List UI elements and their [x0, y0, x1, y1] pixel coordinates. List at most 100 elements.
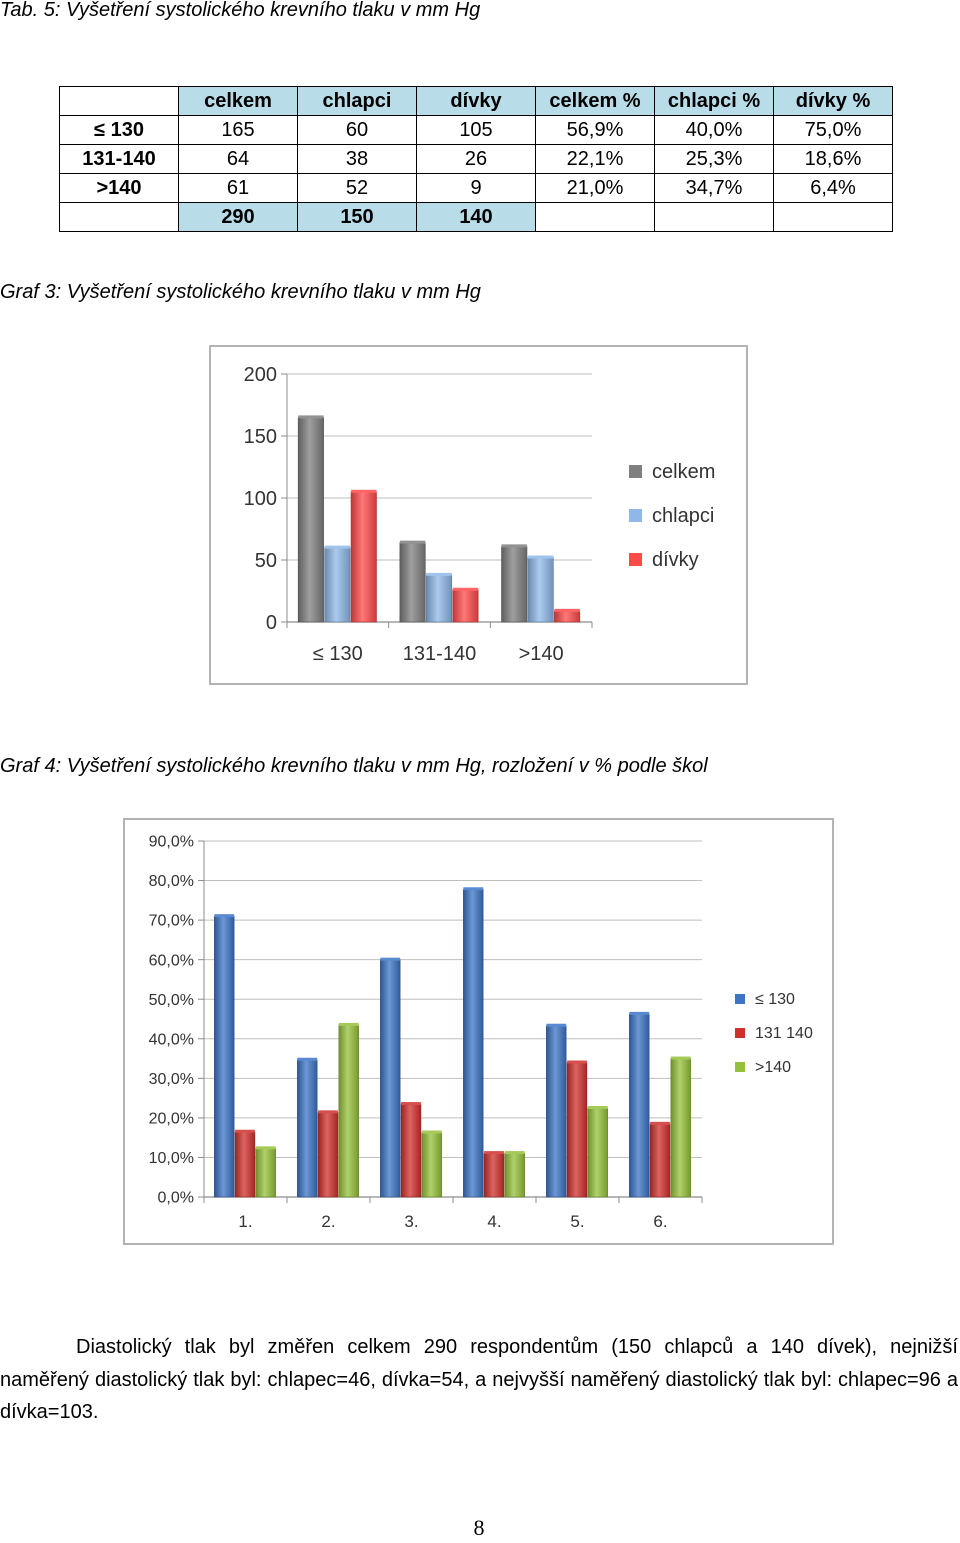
- table-row: ≤ 130 165 60 105 56,9% 40,0% 75,0%: [59, 115, 893, 145]
- table-cell: 6,4%: [773, 173, 893, 203]
- bar-top: [297, 1057, 318, 1061]
- bar-top: [351, 489, 377, 493]
- legend-label: 131 140: [755, 1025, 813, 1042]
- legend-swatch: [735, 1028, 745, 1038]
- bar: [214, 915, 235, 1198]
- table-row: >140 61 52 9 21,0% 34,7% 6,4%: [59, 173, 893, 203]
- bar-top: [501, 544, 527, 548]
- x-tick-label: ≤ 130: [313, 643, 363, 665]
- table-caption: Tab. 5: Vyšetření systolického krevního …: [0, 0, 481, 21]
- bar: [546, 1025, 567, 1198]
- table-total-cell: [535, 202, 655, 232]
- bar-top: [214, 914, 235, 918]
- graf4-caption: Graf 4: Vyšetření systolického krevního …: [0, 755, 708, 777]
- table-cell: 165: [178, 115, 298, 145]
- bar-top: [670, 1056, 691, 1060]
- bar: [338, 1024, 359, 1198]
- legend-label: dívky: [652, 549, 699, 571]
- bar: [297, 1059, 318, 1198]
- table-cell: 25,3%: [654, 144, 774, 174]
- bar-top: [298, 415, 324, 419]
- y-tick-label: 30,0%: [149, 1071, 194, 1088]
- systolic-bar-chart-svg: 0 50 100 150 200 ≤ 130 131-140 >140 celkem chlapc…: [244, 364, 716, 665]
- y-tick-label: 90,0%: [149, 834, 194, 851]
- y-tick-label: 40,0%: [149, 1031, 194, 1048]
- table-cell: 40,0%: [654, 115, 774, 145]
- blood-pressure-table: celkem chlapci dívky celkem % chlapci % …: [59, 86, 893, 232]
- bar-top: [324, 545, 351, 549]
- table-header-cell: dívky %: [773, 86, 893, 116]
- y-tick-label: 50: [255, 550, 277, 572]
- bar-top: [554, 608, 580, 612]
- bar-top: [401, 1102, 421, 1106]
- table-cell: 52: [297, 173, 417, 203]
- bar-top: [629, 1011, 650, 1015]
- bar-top: [318, 1110, 338, 1114]
- table-cell: 60: [297, 115, 417, 145]
- table-row-label: 131-140: [59, 144, 179, 174]
- systolic-bar-chart: 0 50 100 150 200 ≤ 130 131-140 >140 celkem chlapc…: [209, 345, 748, 685]
- table-header-cell: chlapci: [297, 86, 417, 116]
- schools-percent-bar-chart: 0,0% 10,0% 20,0% 30,0% 40,0% 50,0% 60,0% 70,0% 8…: [123, 818, 834, 1245]
- bar-top: [338, 1022, 359, 1026]
- table-total-cell: [59, 202, 179, 232]
- y-tick-label: 70,0%: [149, 913, 194, 930]
- bar-top: [426, 572, 452, 576]
- table-cell: 61: [178, 173, 298, 203]
- y-tick-label: 0,0%: [158, 1190, 194, 1207]
- table-row: 131-140 64 38 26 22,1% 25,3% 18,6%: [59, 144, 893, 174]
- schools-percent-bar-chart-svg: 0,0% 10,0% 20,0% 30,0% 40,0% 50,0% 60,0% 70,0% 8…: [149, 834, 813, 1231]
- x-tick-label: 2.: [321, 1212, 335, 1231]
- body-paragraph: Diastolický tlak byl změřen celkem 290 r…: [0, 1336, 958, 1423]
- y-tick-label: 100: [244, 488, 277, 510]
- legend-swatch: [735, 1062, 745, 1072]
- graf3-caption: Graf 3: Vyšetření systolického krevního …: [0, 281, 481, 303]
- table-header-cell: celkem %: [535, 86, 655, 116]
- legend-label: ≤ 130: [755, 991, 795, 1008]
- bar: [649, 1123, 671, 1198]
- y-tick-label: 50,0%: [149, 992, 194, 1009]
- bar: [483, 1152, 505, 1198]
- bar: [504, 1152, 525, 1198]
- bar: [234, 1131, 256, 1198]
- bar: [425, 574, 453, 623]
- legend-label: chlapci: [652, 505, 714, 527]
- table-header-cell: celkem: [178, 86, 298, 116]
- table-cell: 64: [178, 144, 298, 174]
- bar: [554, 610, 581, 623]
- table-cell: 34,7%: [654, 173, 774, 203]
- table-total-cell: 150: [297, 202, 417, 232]
- table-header-cell: chlapci %: [654, 86, 774, 116]
- bar: [452, 589, 479, 623]
- bar-top: [235, 1129, 255, 1133]
- bar-top: [650, 1121, 670, 1125]
- bar: [400, 1103, 422, 1198]
- bar: [399, 542, 426, 623]
- bar: [350, 491, 377, 623]
- table-header-cell: dívky: [416, 86, 536, 116]
- bar-top: [527, 555, 554, 559]
- legend-swatch: [735, 994, 745, 1004]
- bar-top: [421, 1130, 442, 1134]
- table-row-label: ≤ 130: [59, 115, 179, 145]
- table-total-row: 290 150 140: [59, 202, 893, 232]
- legend-swatch: [629, 509, 642, 522]
- bar: [527, 557, 554, 623]
- table-header-row: celkem chlapci dívky celkem % chlapci % …: [59, 86, 893, 116]
- x-tick-label: >140: [519, 643, 564, 665]
- y-tick-label: 10,0%: [149, 1150, 194, 1167]
- table-cell: 21,0%: [535, 173, 655, 203]
- page-number: 8: [473, 1515, 485, 1540]
- table-total-cell: 290: [178, 202, 298, 232]
- table-cell: 56,9%: [535, 115, 655, 145]
- bar: [587, 1107, 608, 1198]
- x-tick-label: 1.: [238, 1212, 252, 1231]
- bar-top: [255, 1146, 276, 1150]
- bar: [297, 417, 324, 623]
- legend-swatch: [629, 465, 642, 478]
- y-tick-label: 60,0%: [149, 952, 194, 969]
- bar: [463, 888, 484, 1198]
- bar-top: [587, 1106, 608, 1109]
- y-tick-label: 20,0%: [149, 1110, 194, 1127]
- table-cell: 38: [297, 144, 417, 174]
